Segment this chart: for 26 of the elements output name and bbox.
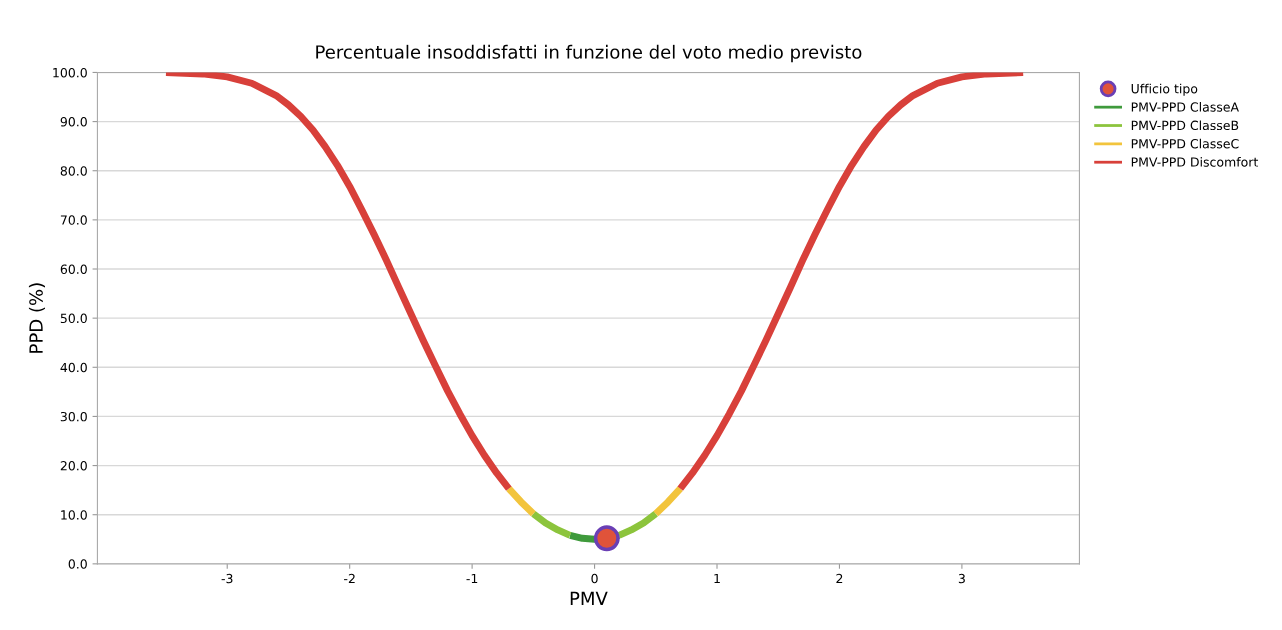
- y-tick-label: 50.0: [60, 313, 87, 324]
- y-tick-label: 80.0: [60, 166, 87, 176]
- x-tick-label: 2: [836, 573, 843, 584]
- legend-label: PMV-PPD ClasseA: [1131, 102, 1239, 112]
- x-tick-label: 1: [714, 573, 720, 584]
- x-tick-label: 0: [591, 573, 598, 584]
- x-tick-label: -1: [466, 573, 478, 584]
- x-tick-label: -2: [344, 573, 355, 584]
- legend-label: PMV-PPD Discomfort: [1131, 157, 1259, 167]
- chart-title: Percentuale insoddisfatti in funzione del voto medio previsto: [316, 44, 862, 63]
- legend-label: Ufficio tipo: [1131, 83, 1198, 96]
- x-tick-label: 3: [958, 573, 965, 584]
- y-tick-label: 10.0: [61, 510, 87, 520]
- y-tick-label: 70.0: [60, 215, 87, 225]
- y-tick-label: 20.0: [60, 461, 87, 471]
- y-tick-label: 90.0: [60, 117, 87, 127]
- y-tick-label: 100.0: [53, 67, 87, 78]
- y-tick-label: 30.0: [60, 411, 87, 422]
- legend-label: PMV-PPD ClasseB: [1131, 120, 1239, 131]
- y-tick-label: 60.0: [60, 264, 87, 274]
- y-axis-title: PPD (%): [28, 283, 45, 353]
- legend-label: PMV-PPD ClasseC: [1131, 138, 1239, 149]
- y-tick-label: 0.0: [68, 559, 87, 569]
- x-tick-label: -3: [221, 573, 233, 584]
- y-tick-label: 40.0: [60, 362, 87, 373]
- x-axis-title: PMV: [570, 591, 608, 605]
